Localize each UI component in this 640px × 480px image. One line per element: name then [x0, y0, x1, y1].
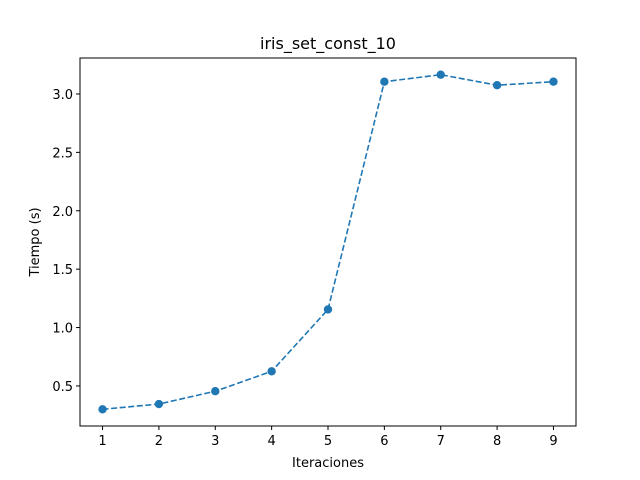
y-tick-label: 2.5: [52, 146, 73, 161]
chart-title: iris_set_const_10: [260, 34, 396, 54]
x-tick-label: 3: [211, 434, 219, 449]
data-point: [323, 305, 333, 314]
x-axis: 1 2 3 4 5 6 7 8 9: [98, 426, 558, 449]
y-axis: 0.5 1.0 1.5 2.0 2.5 3.0: [52, 88, 80, 395]
data-point: [436, 70, 445, 79]
data-point: [154, 399, 164, 409]
data-point: [211, 387, 220, 396]
y-tick-label: 2.0: [52, 205, 73, 220]
x-axis-title: Iteraciones: [292, 456, 364, 471]
x-tick-label: 1: [98, 434, 106, 449]
data-point: [492, 81, 502, 90]
plot-area: [98, 70, 558, 414]
data-point: [549, 77, 558, 86]
series-line: [102, 73, 554, 411]
y-axis-title: Tiempo (s): [28, 207, 43, 277]
y-tick-label: 3.0: [52, 88, 73, 103]
y-tick-label: 1.0: [52, 322, 73, 337]
x-tick-label: 8: [493, 434, 501, 449]
x-tick-label: 7: [437, 434, 445, 449]
x-tick-label: 2: [155, 434, 163, 449]
data-point: [267, 367, 276, 376]
x-tick-label: 5: [324, 434, 332, 449]
y-tick-label: 0.5: [52, 380, 73, 395]
x-tick-label: 9: [549, 434, 557, 449]
x-tick-label: 6: [380, 434, 388, 449]
data-point: [98, 405, 107, 414]
y-tick-label: 1.5: [52, 263, 73, 278]
x-tick-label: 4: [267, 434, 275, 449]
data-point: [380, 77, 389, 86]
